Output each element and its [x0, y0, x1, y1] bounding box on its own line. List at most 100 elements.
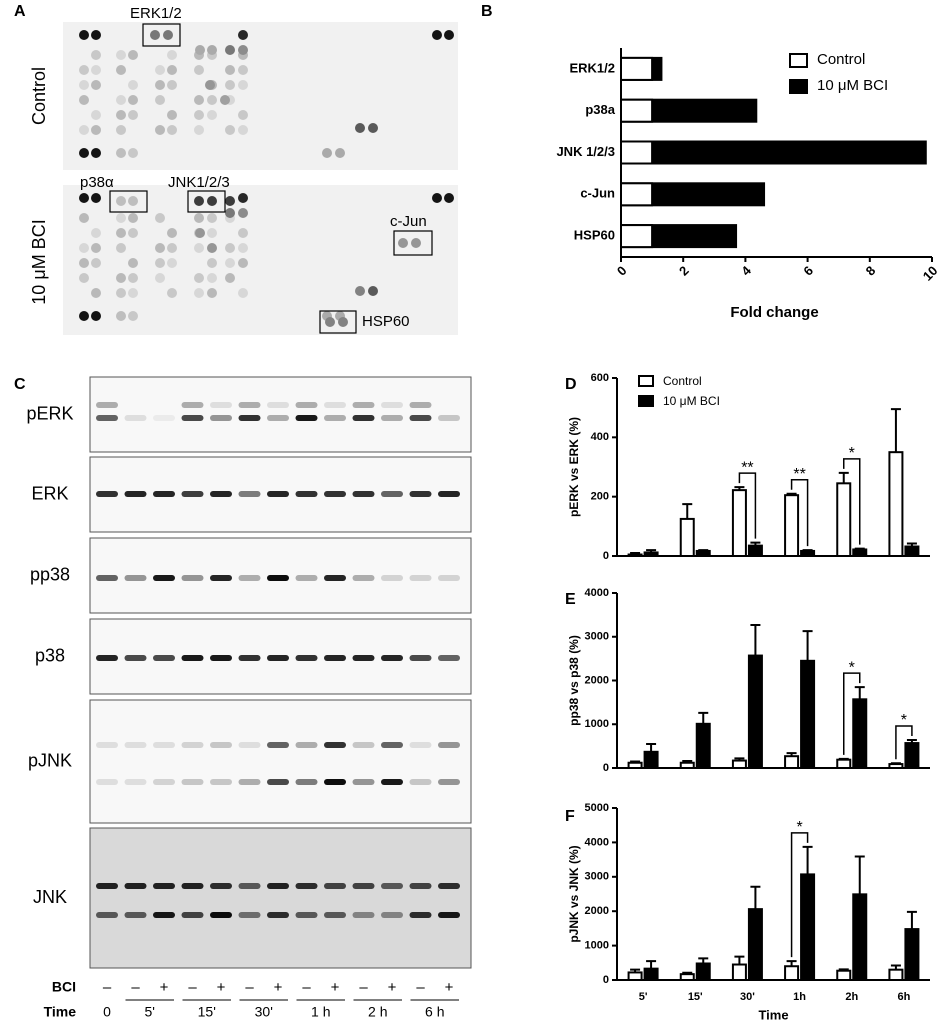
array-spot [238, 125, 248, 135]
blot-band [324, 655, 346, 661]
blot-band [210, 655, 232, 661]
y-tick-label: 1000 [585, 940, 609, 952]
array-spot [225, 65, 235, 75]
array-spot [207, 95, 217, 105]
blot-band [96, 415, 118, 421]
array-spot [238, 228, 248, 238]
error-bar [786, 752, 797, 757]
bci-sign: + [388, 979, 397, 996]
blot-band [267, 402, 289, 408]
bci-sign: + [217, 979, 226, 996]
array-spot [238, 65, 248, 75]
significance-bracket [895, 725, 913, 760]
blot-band [295, 912, 318, 918]
array-spot [79, 243, 89, 253]
legend-swatch [638, 375, 654, 387]
bar [679, 517, 695, 558]
blot-band [238, 742, 261, 748]
array-spot [167, 258, 177, 268]
blot-band [181, 575, 204, 581]
blot-band [295, 655, 318, 661]
bar [784, 494, 800, 557]
bar [643, 551, 659, 558]
y-tick-label: 200 [591, 491, 609, 503]
blot-band [381, 912, 403, 918]
bci-sign: + [160, 979, 169, 996]
blot-band [210, 779, 232, 785]
blot-band [381, 779, 403, 785]
blot-band [352, 575, 375, 581]
array-spot [238, 193, 248, 203]
bar [627, 761, 643, 769]
array-spot [155, 95, 165, 105]
highlight-box [142, 23, 181, 47]
blot-band [295, 575, 318, 581]
array-spot [79, 273, 89, 283]
error-bar [698, 549, 709, 552]
blot-band [210, 912, 232, 918]
array-spot [155, 258, 165, 268]
array-spot [79, 80, 89, 90]
blot-band [409, 575, 432, 581]
blot-band [409, 779, 432, 785]
array-spot [155, 273, 165, 283]
blot-band [210, 742, 232, 748]
blot-band [210, 402, 232, 408]
bar [695, 962, 711, 981]
array-spot [167, 288, 177, 298]
array-spot [91, 65, 101, 75]
array-spot [128, 311, 138, 321]
bar [731, 963, 747, 982]
blot-band [267, 415, 289, 421]
error-bar [802, 549, 813, 552]
x-axis-title: Time [758, 1007, 788, 1022]
blot-band [267, 655, 289, 661]
bci-sign: – [416, 979, 425, 996]
blot-band [324, 491, 346, 497]
error-bar [698, 711, 709, 724]
bar [904, 928, 920, 982]
bci-sign: – [245, 979, 254, 996]
array-spot [128, 288, 138, 298]
significance-bracket [738, 472, 757, 539]
error-bar [646, 960, 657, 969]
y-tick-label: 2000 [585, 905, 609, 917]
error-bar [698, 957, 709, 964]
blot-band [181, 415, 204, 421]
blot-band [324, 742, 346, 748]
array-spot [194, 288, 204, 298]
array-spot [207, 288, 217, 298]
blot-band [153, 575, 175, 581]
array-label: JNK1/2/3 [168, 174, 230, 191]
array-spot [128, 80, 138, 90]
bar [620, 140, 927, 165]
y-axis-title: pp38 vs p38 (%) [567, 635, 581, 726]
x-axis-title: Fold change [730, 304, 818, 321]
array-spot [163, 30, 173, 40]
array-spot [207, 258, 217, 268]
significance-bracket [790, 478, 809, 547]
blot-band [295, 402, 318, 408]
array-spot [444, 30, 454, 40]
blot-row-label: pERK [26, 403, 73, 423]
array-spot [79, 258, 89, 268]
array-spot [155, 213, 165, 223]
blot-band [124, 575, 147, 581]
bar [627, 553, 643, 557]
array-spot [116, 228, 126, 238]
array-label: c-Jun [390, 213, 427, 230]
array-spot [368, 123, 378, 133]
bar [643, 750, 659, 769]
array-spot [167, 65, 177, 75]
blot-band [267, 883, 289, 889]
error-bar [786, 492, 797, 496]
y-tick-label: 3000 [585, 631, 609, 643]
blot-band [238, 779, 261, 785]
array-spot [167, 80, 177, 90]
bar [747, 908, 763, 981]
bar [620, 182, 654, 207]
y-tick-label: 5000 [585, 802, 609, 814]
legend-label: 10 μM BCI [663, 394, 720, 408]
array-spot [116, 288, 126, 298]
